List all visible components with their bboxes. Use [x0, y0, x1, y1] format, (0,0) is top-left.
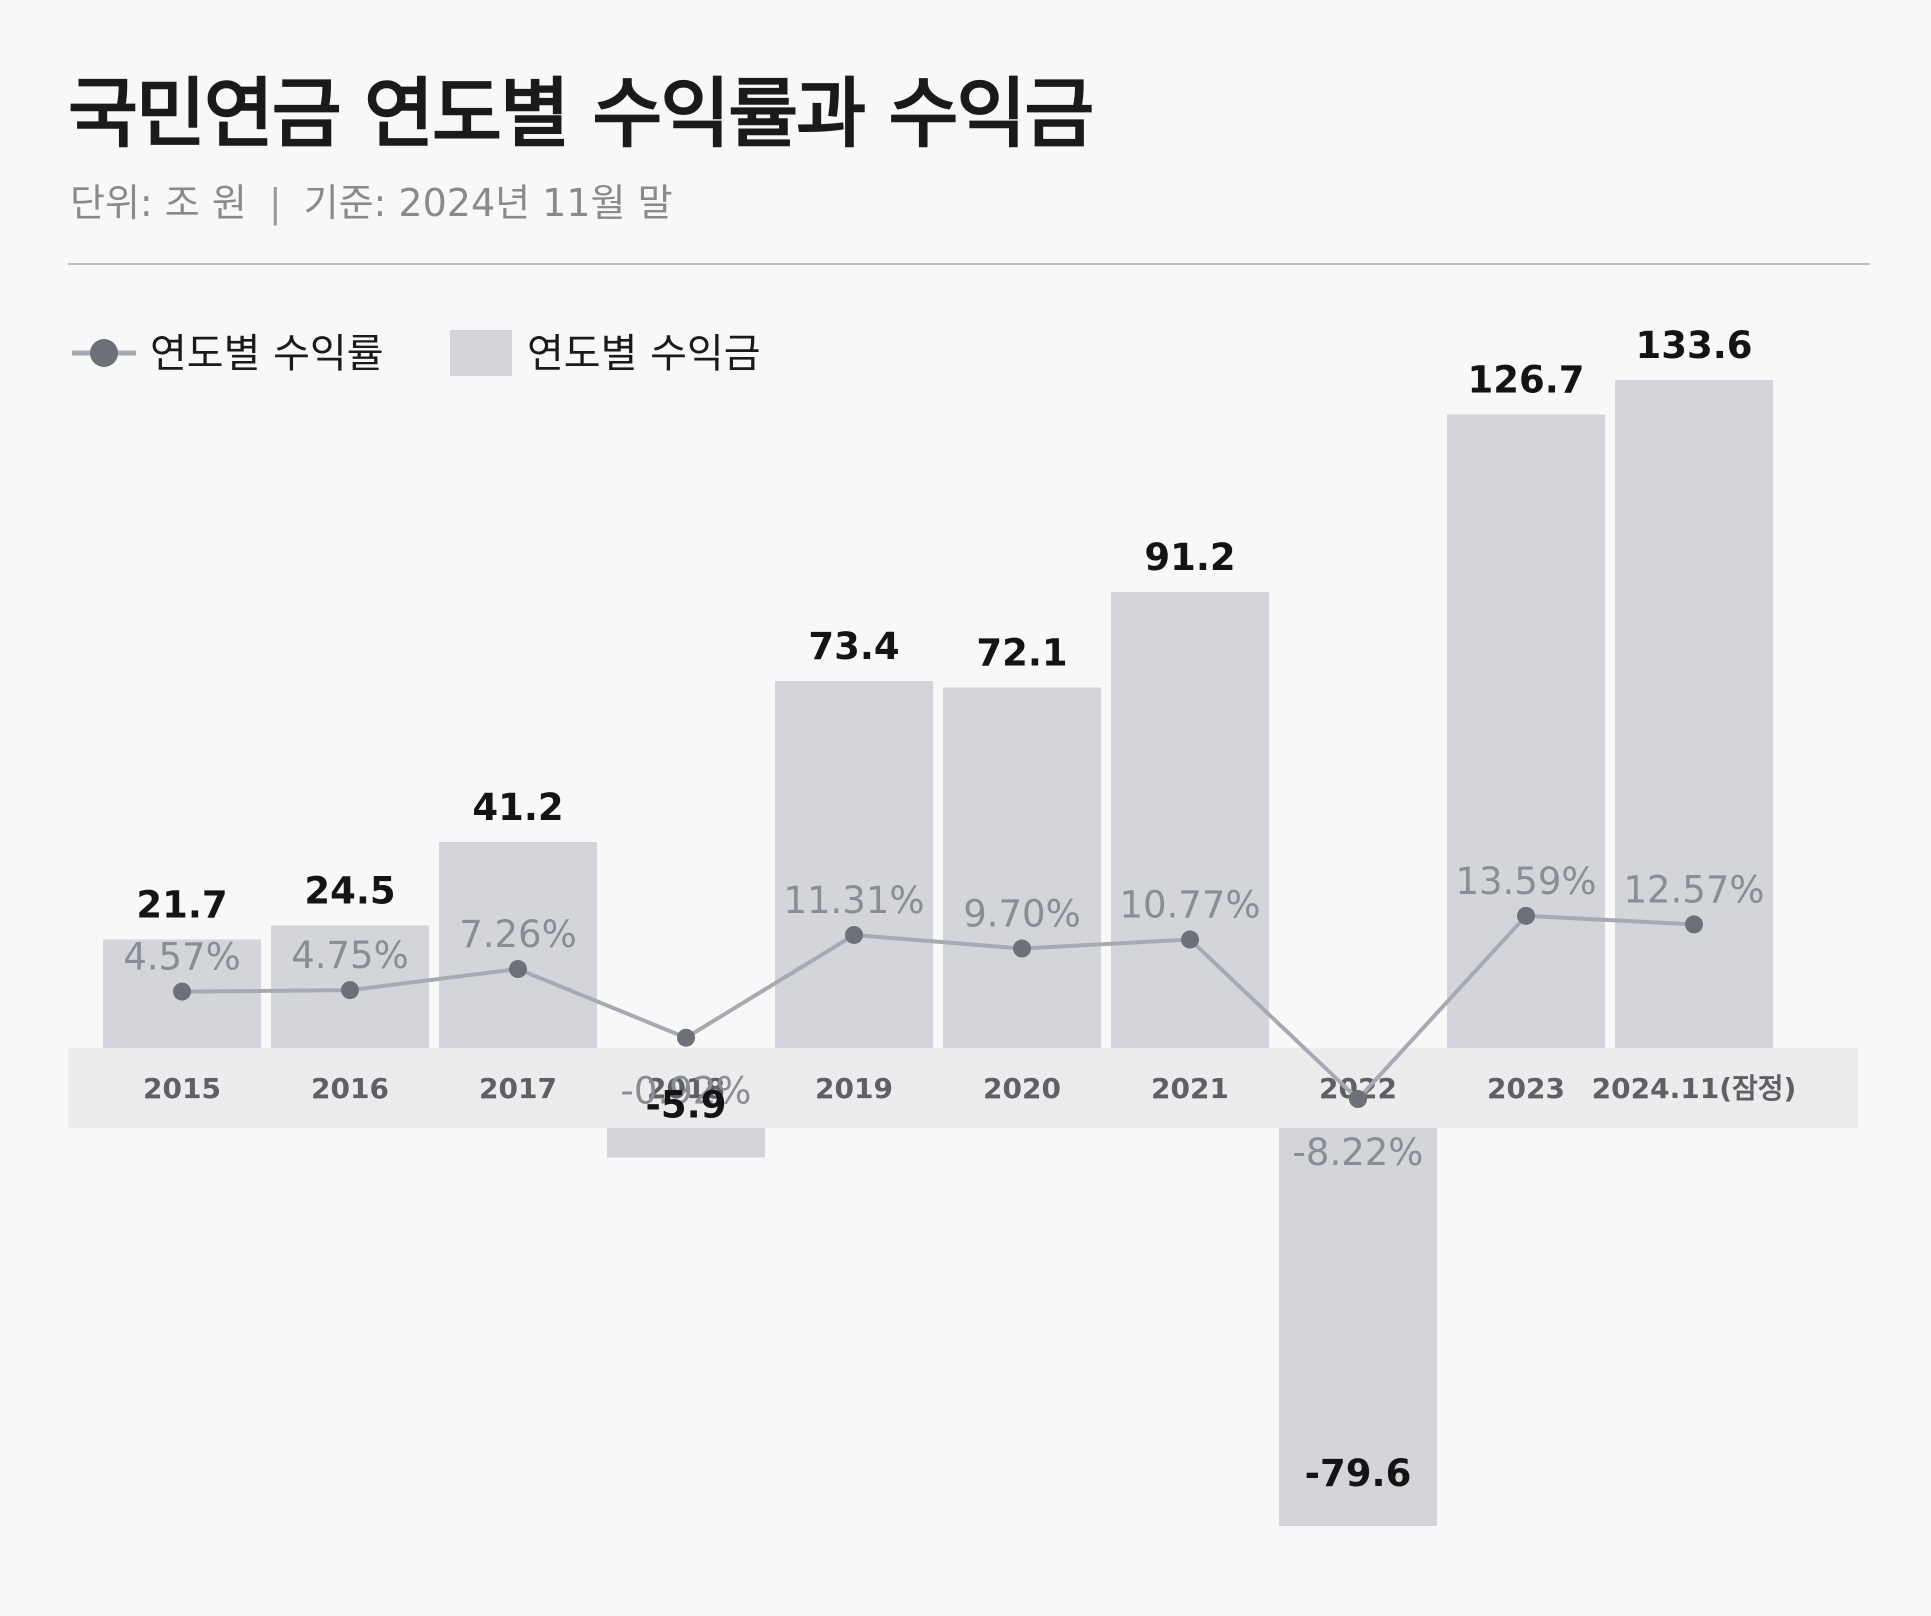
rate-value-label: 4.57%	[123, 936, 241, 979]
amount-bar	[1447, 414, 1605, 1048]
chart-title: 국민연금 연도별 수익률과 수익금	[68, 69, 1094, 158]
legend-rate-label: 연도별 수익률	[150, 331, 384, 377]
rate-value-label: 7.26%	[459, 913, 577, 956]
x-tick-label: 2015	[143, 1072, 221, 1105]
rate-value-label: 4.75%	[291, 934, 409, 977]
x-tick-label: 2017	[479, 1072, 557, 1105]
amount-value-label: 72.1	[976, 632, 1067, 675]
amount-bar	[1111, 592, 1269, 1048]
rate-point	[1349, 1090, 1367, 1109]
amount-value-label: 91.2	[1144, 536, 1235, 579]
rate-point	[1685, 915, 1703, 934]
legend-rate-marker	[90, 339, 118, 367]
amount-value-label: 126.7	[1467, 359, 1584, 402]
chart-subtitle: 단위: 조 원 | 기준: 2024년 11월 말	[70, 172, 673, 227]
x-tick-label: 2023	[1487, 1072, 1565, 1105]
rate-value-label: 9.70%	[963, 893, 1081, 936]
rate-labels: 4.57% 4.75% 7.26% -0.92% 11.31% 9.70% 10.77% -8…	[123, 860, 1764, 1174]
amount-labels: 21.7 24.5 41.2 -5.9 73.4 72.1 91.2 -79.6 126.7 13…	[136, 324, 1752, 1495]
x-tick-label: 2016	[311, 1072, 389, 1105]
amount-value-label: 24.5	[304, 870, 395, 913]
x-tick-label: 2021	[1151, 1072, 1229, 1105]
amount-value-label: 41.2	[472, 786, 563, 829]
rate-point	[1181, 930, 1199, 949]
legend-amount-label: 연도별 수익금	[527, 331, 761, 377]
subtitle-separator: |	[268, 181, 282, 225]
amount-bar	[775, 681, 933, 1048]
rate-line	[181, 913, 1695, 1102]
x-tick-label: 2020	[983, 1072, 1061, 1105]
rate-point	[341, 981, 359, 1000]
x-tick-label: 2024.11(잠정)	[1592, 1072, 1797, 1105]
amount-value-label: -79.6	[1305, 1452, 1412, 1495]
legend: 연도별 수익률 연도별 수익금	[72, 330, 761, 377]
amount-value-label: 133.6	[1635, 324, 1752, 367]
rate-value-label: -8.22%	[1293, 1131, 1424, 1174]
rate-value-label: 12.57%	[1623, 868, 1764, 911]
amount-value-label: -5.9	[646, 1084, 727, 1127]
amount-bar	[1615, 380, 1773, 1048]
amount-bar	[607, 1128, 765, 1158]
amount-value-label: 73.4	[808, 625, 899, 668]
x-axis-labels: 2015 2016 2017 2018 2019 2020 2021 2022 2023 2024…	[143, 1072, 1796, 1105]
rate-value-label: -0.92%	[621, 1070, 752, 1113]
rate-point	[845, 925, 863, 944]
x-tick-label: 2018	[647, 1072, 725, 1105]
amount-value-label: 21.7	[136, 884, 227, 927]
bar-series	[103, 380, 1773, 1526]
rate-point	[173, 982, 191, 1001]
legend-amount-swatch	[450, 330, 512, 376]
rate-point	[1013, 939, 1031, 958]
x-tick-label: 2019	[815, 1072, 893, 1105]
basis-note: 기준: 2024년 11월 말	[303, 181, 673, 225]
amount-bar	[439, 842, 597, 1048]
rate-markers	[173, 906, 1703, 1109]
amount-bar	[943, 687, 1101, 1048]
unit-note: 단위: 조 원	[70, 181, 247, 225]
rate-value-label: 10.77%	[1119, 884, 1260, 927]
amount-bar	[1279, 1128, 1437, 1526]
rate-value-label: 13.59%	[1455, 860, 1596, 903]
rate-point	[509, 960, 527, 979]
header-divider	[68, 263, 1870, 265]
x-axis-band	[68, 1048, 1858, 1128]
rate-value-label: 11.31%	[783, 879, 924, 922]
rate-point	[1517, 906, 1535, 925]
rate-point	[677, 1028, 695, 1047]
